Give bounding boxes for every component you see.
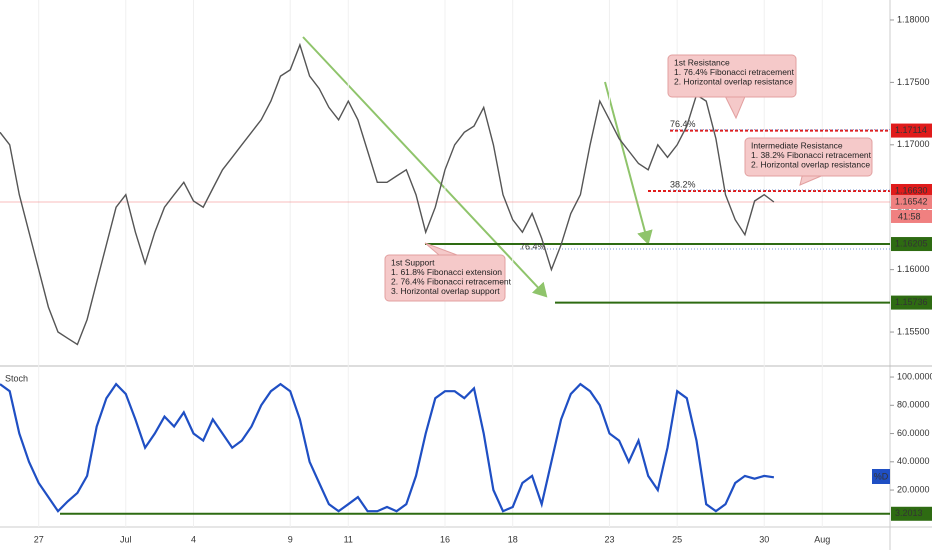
- x-tick-label: 30: [759, 534, 769, 544]
- annotation-line: 3. Horizontal overlap support: [391, 286, 500, 296]
- arrow: [604, 81, 653, 245]
- level-label-box: [891, 183, 932, 198]
- annotation-line: 2. Horizontal overlap resistance: [674, 76, 793, 86]
- level-label: 1.15736: [895, 297, 928, 307]
- level-label-box: [891, 506, 932, 521]
- series-line: [0, 382, 775, 513]
- x-tick-label: 27: [34, 534, 44, 544]
- fib-label: 76.4%: [520, 241, 546, 251]
- y-tick-label: 20.0000: [897, 484, 930, 494]
- y-tick-label: 1.18000: [897, 14, 930, 24]
- x-tick-label: Aug: [814, 534, 830, 544]
- level-label: 1.16542: [895, 196, 928, 206]
- countdown: 41:58: [898, 211, 921, 221]
- annotation-line: 2. 76.4% Fibonacci retracement: [391, 276, 512, 286]
- arrow: [302, 36, 548, 298]
- y-tick-label: 1.15500: [897, 326, 930, 336]
- fib-label: 38.2%: [670, 179, 696, 189]
- annotation-line: 1. 61.8% Fibonacci extension: [391, 267, 502, 277]
- annotation-box: [384, 254, 506, 302]
- y-tick-label: 1.16000: [897, 264, 930, 274]
- level-label-box: [891, 194, 932, 209]
- y-tick-label: 1.17500: [897, 77, 930, 87]
- level-label-box: [891, 295, 932, 310]
- annotation-line: 1st Resistance: [674, 57, 730, 67]
- y-tick-label: 40.0000: [897, 456, 930, 466]
- series-tag-box: [872, 469, 890, 484]
- y-tick-label: 1.17000: [897, 139, 930, 149]
- annotation-box: [744, 137, 873, 177]
- x-tick-label: 4: [191, 534, 196, 544]
- series-line: [0, 42, 775, 346]
- level-label: 3.2013: [895, 508, 923, 518]
- annotation-box: [667, 54, 797, 98]
- level-label-box: [891, 237, 932, 252]
- x-tick-label: 25: [672, 534, 682, 544]
- annotation-line: 1st Support: [391, 257, 435, 267]
- x-tick-label: 9: [288, 534, 293, 544]
- x-tick-label: 11: [344, 534, 353, 544]
- level-label: 1.16630: [895, 185, 928, 195]
- x-tick-label: 23: [604, 534, 614, 544]
- fib-arrows: [302, 36, 653, 298]
- y-tick-label: 100.0000: [897, 371, 932, 381]
- y-tick-label: 80.0000: [897, 400, 930, 410]
- fib-label: 76.4%: [670, 119, 696, 129]
- level-label-box: [891, 123, 932, 138]
- annotation-line: Intermediate Resistance: [751, 140, 843, 150]
- x-tick-label: 18: [508, 534, 518, 544]
- level-label: 1.17114: [895, 125, 927, 135]
- annotation-line: 1. 38.2% Fibonacci retracement: [751, 150, 872, 160]
- x-tick-label: Jul: [120, 534, 132, 544]
- x-tick-label: 16: [440, 534, 450, 544]
- y-tick-label: 60.0000: [897, 428, 930, 438]
- annotation-line: 2. Horizontal overlap resistance: [751, 159, 870, 169]
- countdown-box: [891, 209, 932, 223]
- level-label: 1.16205: [895, 238, 928, 248]
- indicator-name: Stoch: [5, 373, 28, 383]
- series-tag: %D: [874, 471, 889, 481]
- annotation-line: 1. 76.4% Fibonacci retracement: [674, 67, 795, 77]
